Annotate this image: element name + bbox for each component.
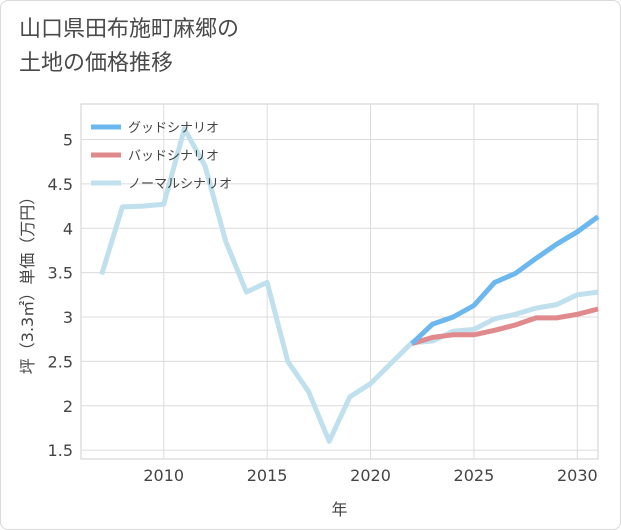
- y-tick-label: 4.5: [48, 175, 73, 194]
- legend-label: グッドシナリオ: [128, 121, 219, 136]
- legend-label: ノーマルシナリオ: [128, 177, 232, 192]
- chart-title-line2: 土地の価格推移: [19, 51, 174, 76]
- x-tick-label: 2030: [557, 466, 598, 485]
- y-tick-label: 2.5: [48, 352, 73, 371]
- y-tick-label: 4: [63, 219, 73, 238]
- plot-area: [80, 103, 599, 460]
- y-axis-label: 坪（3.3㎡）単価（万円）: [18, 189, 37, 374]
- series-line-2: [411, 306, 599, 346]
- y-tick-label: 1.5: [48, 441, 73, 460]
- x-tick-label: 2015: [247, 466, 288, 485]
- y-tick-label: 3.5: [48, 264, 73, 283]
- x-tick-label: 2025: [454, 466, 495, 485]
- y-tick-label: 5: [63, 131, 73, 150]
- legend-label: バッドシナリオ: [128, 149, 219, 164]
- x-tick-label: 2020: [350, 466, 391, 485]
- chart-title: 山口県田布施町麻郷の 土地の価格推移: [19, 13, 239, 81]
- x-tick-label: 2010: [143, 466, 184, 485]
- y-tick-label: 2: [63, 397, 73, 416]
- y-tick-label: 3: [63, 308, 73, 327]
- series-line-3: [99, 126, 599, 444]
- chart-title-line1: 山口県田布施町麻郷の: [19, 17, 240, 42]
- x-axis-label: 年: [331, 500, 347, 519]
- series-line-1: [410, 214, 600, 346]
